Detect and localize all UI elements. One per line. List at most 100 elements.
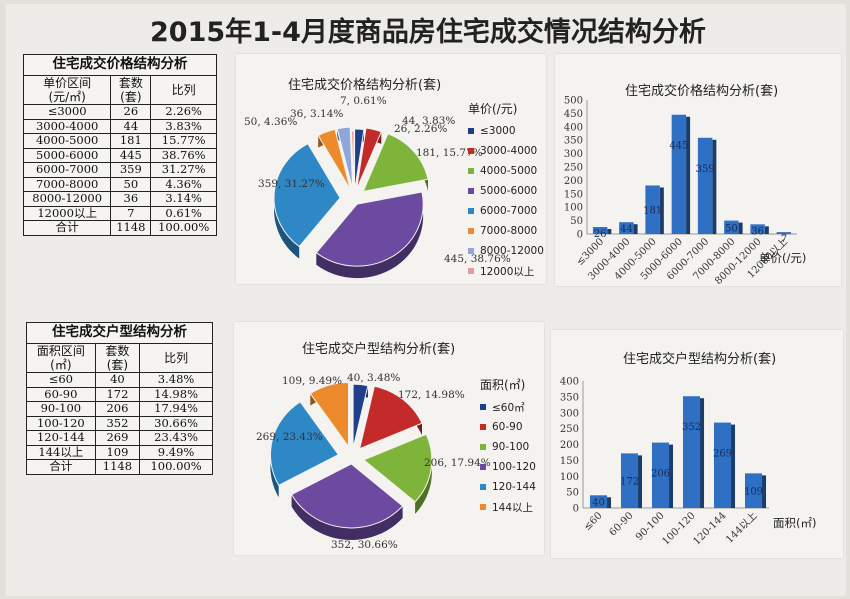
pie-slice-120-144: [269, 401, 340, 486]
pie-slice-≤3000: [354, 128, 365, 192]
table-cell: 109: [94, 444, 141, 460]
bar-≤3000: [592, 227, 608, 234]
price-pie-panel: 住宅成交价格结构分析(套) 26, 2.26% 44, 3.83% 181, 15.…: [236, 54, 546, 284]
legend-swatch: [468, 248, 474, 254]
table-row: 5000-6000 445 38.76%: [22, 147, 217, 163]
header-line: 套数: [105, 344, 130, 358]
price-bar-title: 住宅成交价格结构分析(套): [625, 84, 779, 99]
y-tick-label: 250: [560, 424, 579, 435]
bar-60-90: [620, 453, 639, 508]
bar-data-label: 181: [643, 206, 662, 217]
unit-pie-panel: 住宅成交户型结构分析(套) 40, 3.48% 172, 14.98% 206, 1…: [234, 322, 544, 555]
y-tick-label: 400: [564, 122, 583, 133]
bar-side: [738, 222, 743, 234]
table-row: 120-144 269 23.43%: [26, 430, 213, 446]
bar-side: [659, 187, 664, 234]
legend-item: 7000-8000: [468, 221, 544, 241]
x-tick-label: 144以上: [723, 510, 759, 546]
unit-bar-panel: 住宅成交户型结构分析(套) 0 50 100 150 200 250 300 350 400 40…: [551, 330, 843, 558]
legend-swatch: [480, 484, 486, 490]
table-cell: 6000-7000: [22, 162, 112, 178]
table-cell: 3.83%: [150, 118, 217, 134]
legend-swatch: [468, 148, 474, 154]
pie-data-label: 40, 3.48%: [347, 372, 400, 384]
bar-data-label: 7: [781, 234, 787, 245]
table-cell: 7: [110, 205, 152, 221]
y-tick-label: 500: [564, 96, 583, 107]
table-cell: ≤3000: [22, 104, 112, 120]
bar-side: [686, 116, 691, 234]
price-structure-table: 住宅成交价格结构分析 单价区间 (元/㎡) 套数 (套) 比列 ≤3000 26 2.26% 30…: [22, 54, 217, 236]
table-cell: 181: [110, 133, 152, 149]
header-line: (元/㎡): [48, 90, 86, 104]
pie-slice-4000-5000: [362, 133, 429, 193]
table-cell: 12000以上: [22, 205, 112, 221]
legend-label: ≤60㎡: [492, 401, 525, 414]
bar-data-label: 36: [751, 226, 764, 237]
table-cell: 31.27%: [150, 162, 217, 178]
bar-100-120: [682, 396, 701, 508]
table-cell: 5000-6000: [22, 147, 112, 163]
table-cell: 40: [94, 372, 141, 388]
x-axis-label: 面积(㎡): [773, 516, 816, 530]
table-cell: 7000-8000: [22, 176, 112, 192]
bar-5000-6000: [671, 114, 687, 234]
pie-data-label: 181, 15.77%: [416, 147, 483, 159]
pie-slice-144以上: [309, 381, 350, 449]
table-cell: 352: [94, 415, 141, 431]
pie-data-label: 26, 2.26%: [394, 123, 447, 135]
bar-data-label: 26: [594, 229, 607, 240]
table-row: 12000以上 7 0.61%: [22, 205, 217, 221]
unit-pie-legend: 面积(㎡) ≤60㎡ 60-90 90-100 100-120 120-144 144以上: [480, 376, 536, 517]
legend-label: 144以上: [492, 501, 534, 514]
table-cell: 17.94%: [139, 401, 213, 417]
legend-label: 3000-4000: [480, 145, 538, 157]
legend-swatch: [480, 424, 486, 430]
bar-12000以上: [776, 232, 792, 234]
bar-data-label: 445: [669, 141, 688, 152]
y-tick-label: 50: [566, 488, 579, 499]
legend-swatch: [480, 464, 486, 470]
table-cell: 合计: [22, 220, 112, 236]
legend-title: 面积(㎡): [480, 378, 526, 392]
table-header: 比列: [139, 343, 213, 373]
page-title: 2015年1-4月度商品房住宅成交情况结构分析: [150, 17, 706, 48]
bar-data-label: 44: [620, 224, 633, 235]
y-tick-label: 300: [564, 149, 583, 160]
table-cell: 120-144: [26, 430, 96, 446]
table-row: 4000-5000 181 15.77%: [22, 133, 217, 149]
table-cell: 172: [94, 386, 141, 402]
pie-slice-12000以上: [350, 130, 355, 194]
table-cell: 9.49%: [139, 444, 213, 460]
table-cell: 0.61%: [150, 205, 217, 221]
legend-item: 120-144: [480, 477, 536, 497]
pie-slice-5000-6000: [315, 191, 424, 267]
table-cell: 44: [110, 118, 152, 134]
table-cell: 15.77%: [150, 133, 217, 149]
pie-data-label: 50, 4.36%: [244, 116, 297, 128]
legend-label: 4000-5000: [480, 165, 538, 177]
bar-≤60: [589, 495, 608, 508]
unit-bar-chart: 0 50 100 150 200 250 300 350 400 40≤60 172 60-90 206…: [560, 377, 817, 548]
bar-data-label: 172: [620, 477, 639, 488]
table-cell: 1148: [94, 459, 141, 475]
header-line: (套): [106, 358, 129, 372]
pie-data-label: 359, 31.27%: [258, 178, 325, 190]
y-tick-label: 200: [564, 176, 583, 187]
x-tick-label: 60-90: [607, 510, 635, 538]
table-cell: 2.26%: [150, 104, 217, 120]
legend-swatch: [468, 208, 474, 214]
table-row: ≤3000 26 2.26%: [22, 104, 217, 120]
pie-slice-side: [415, 434, 432, 514]
table-cell: 23.43%: [139, 430, 213, 446]
table-cell: 36: [110, 191, 152, 207]
header-line: 单价区间: [43, 76, 92, 90]
bar-120-144: [713, 422, 732, 508]
bar-3000-4000: [619, 222, 634, 234]
table-cell: 14.98%: [139, 386, 213, 402]
pie-data-label: 352, 30.66%: [331, 539, 398, 551]
bar-side: [731, 424, 736, 508]
bar-data-label: 206: [651, 469, 670, 480]
y-tick-label: 0: [573, 504, 579, 515]
legend-label: 5000-6000: [480, 185, 538, 197]
